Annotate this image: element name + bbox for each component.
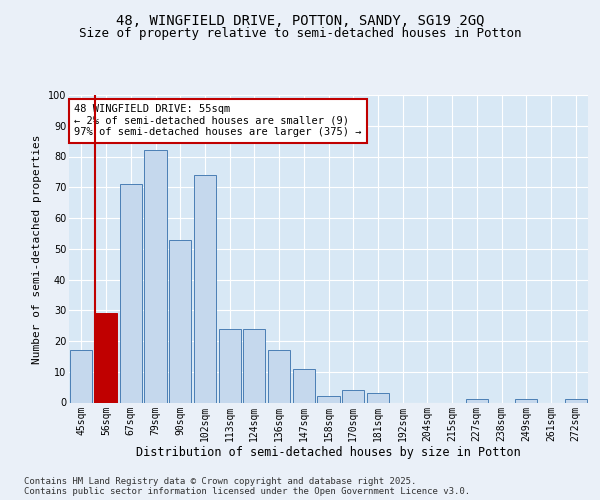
Bar xyxy=(70,350,92,403)
Text: 48, WINGFIELD DRIVE, POTTON, SANDY, SG19 2GQ: 48, WINGFIELD DRIVE, POTTON, SANDY, SG19… xyxy=(116,14,484,28)
Bar xyxy=(268,350,290,403)
X-axis label: Distribution of semi-detached houses by size in Potton: Distribution of semi-detached houses by … xyxy=(136,446,521,459)
Bar xyxy=(466,400,488,402)
Bar xyxy=(515,400,538,402)
Bar xyxy=(293,368,315,402)
Text: Contains public sector information licensed under the Open Government Licence v3: Contains public sector information licen… xyxy=(24,487,470,496)
Text: 48 WINGFIELD DRIVE: 55sqm
← 2% of semi-detached houses are smaller (9)
97% of se: 48 WINGFIELD DRIVE: 55sqm ← 2% of semi-d… xyxy=(74,104,362,138)
Bar xyxy=(119,184,142,402)
Bar xyxy=(218,328,241,402)
Bar xyxy=(317,396,340,402)
Bar xyxy=(169,240,191,402)
Text: Size of property relative to semi-detached houses in Potton: Size of property relative to semi-detach… xyxy=(79,28,521,40)
Bar xyxy=(243,328,265,402)
Bar xyxy=(367,394,389,402)
Bar xyxy=(145,150,167,402)
Bar xyxy=(95,314,117,402)
Bar xyxy=(342,390,364,402)
Y-axis label: Number of semi-detached properties: Number of semi-detached properties xyxy=(32,134,42,364)
Bar xyxy=(194,175,216,402)
Bar xyxy=(565,400,587,402)
Text: Contains HM Land Registry data © Crown copyright and database right 2025.: Contains HM Land Registry data © Crown c… xyxy=(24,477,416,486)
